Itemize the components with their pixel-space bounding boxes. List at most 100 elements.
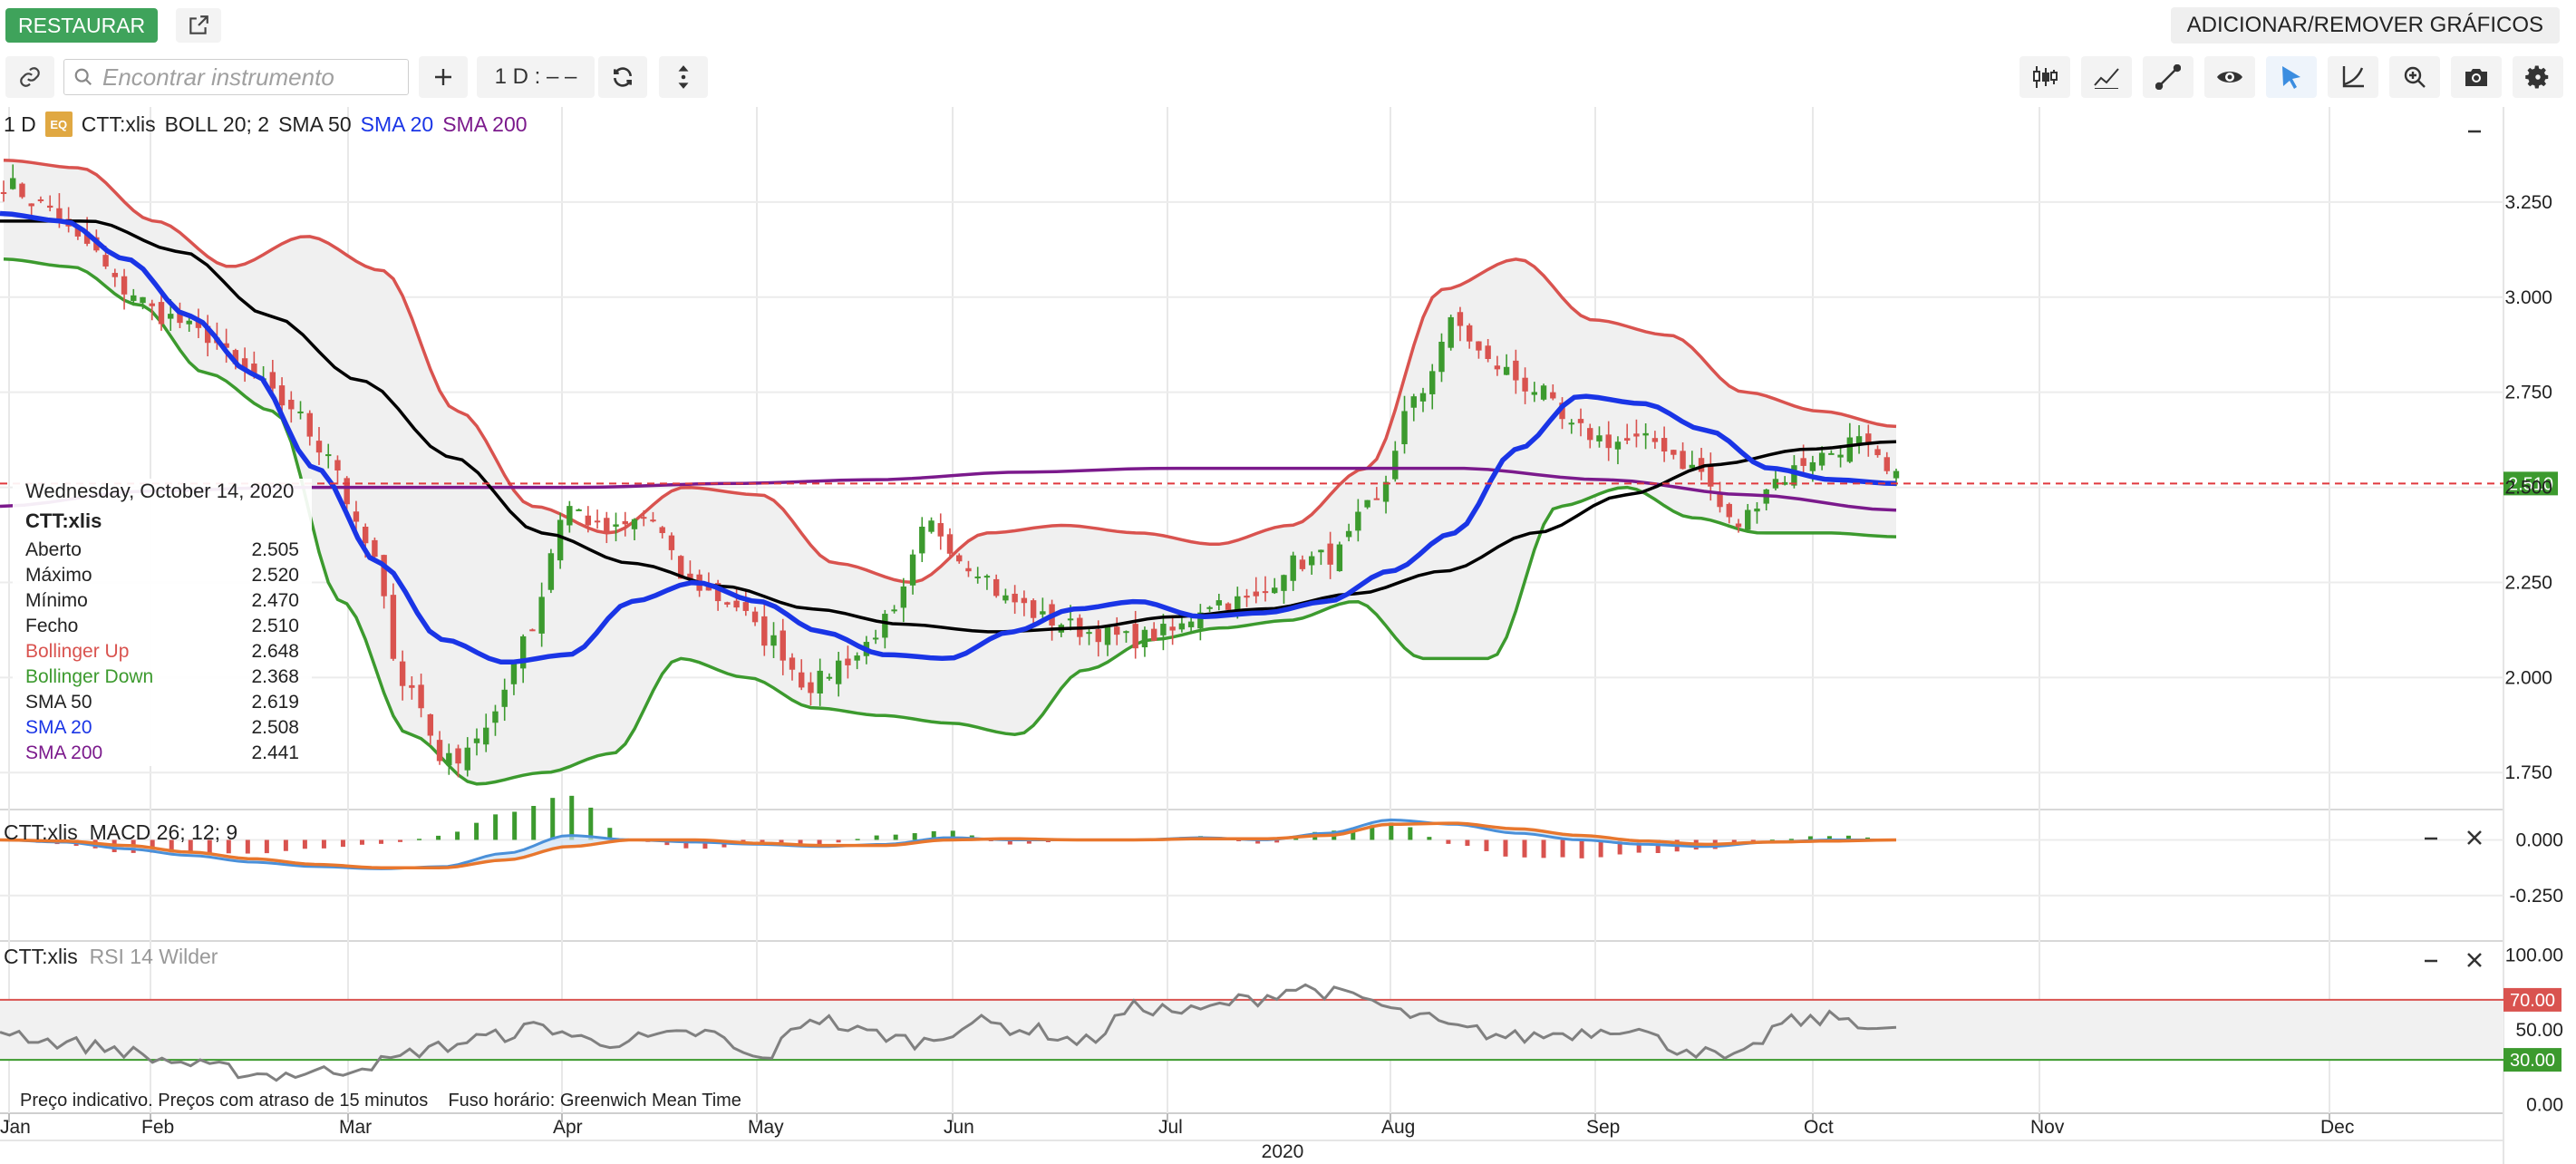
- candle-body: [1540, 385, 1547, 400]
- candle-body: [1893, 470, 1900, 479]
- candle-body: [204, 325, 211, 344]
- tooltip-row-value: 2.441: [251, 742, 299, 763]
- price-tick-label: 1.750: [2504, 762, 2552, 783]
- link-button[interactable]: [5, 56, 54, 98]
- candle-body: [1197, 612, 1204, 629]
- gear-icon: [2525, 65, 2549, 89]
- candle-body: [965, 567, 972, 572]
- candle-body: [1587, 428, 1593, 441]
- candle-body: [56, 208, 63, 222]
- macd-histogram-bar: [169, 839, 174, 853]
- screenshot-button[interactable]: [2451, 56, 2502, 98]
- candle-body: [223, 343, 229, 348]
- candle-body: [149, 303, 155, 306]
- tooltip-row-label: SMA 20: [25, 717, 92, 738]
- candle-body: [882, 614, 888, 638]
- candle-body: [121, 276, 128, 295]
- candle-body: [1150, 628, 1157, 641]
- candle-body: [1373, 498, 1380, 500]
- candle-body: [1095, 629, 1101, 643]
- candle-body: [288, 399, 295, 410]
- macd-histogram-bar: [1788, 839, 1794, 840]
- close-icon: [2467, 953, 2482, 967]
- candle-body: [1809, 461, 1816, 471]
- macd-histogram-bar: [950, 830, 955, 840]
- macd-histogram-bar: [1541, 839, 1546, 858]
- curve-tool-button[interactable]: [2328, 56, 2378, 98]
- rsi-level-badge: [2503, 1048, 2561, 1072]
- rsi-line: [0, 983, 1897, 1082]
- refresh-button[interactable]: [598, 56, 647, 98]
- draw-line-button[interactable]: [2143, 56, 2193, 98]
- eye-icon: [2217, 72, 2242, 82]
- candle-body: [594, 520, 601, 523]
- macd-histogram-bar: [588, 807, 594, 840]
- candle-body: [1448, 316, 1454, 348]
- candle-body: [427, 713, 434, 736]
- macd-histogram-bar: [512, 811, 518, 840]
- month-label: Mar: [339, 1117, 372, 1138]
- chart-type-button[interactable]: [2019, 56, 2070, 98]
- popout-button[interactable]: [176, 8, 221, 43]
- candle-body: [1392, 451, 1399, 480]
- macd-histogram-bar: [474, 822, 479, 840]
- interval-selector[interactable]: 1 D : – –: [477, 56, 595, 98]
- macd-tick-label: 0.000: [2515, 829, 2563, 850]
- footer-note: Preço indicativo. Preços com atraso de 1…: [20, 1091, 741, 1111]
- candle-body: [362, 527, 369, 544]
- search-input[interactable]: [102, 63, 392, 92]
- month-label: Jul: [1158, 1117, 1183, 1138]
- visibility-button[interactable]: [2204, 56, 2255, 98]
- candle-body: [1513, 360, 1519, 381]
- candle-body: [1503, 366, 1510, 375]
- instrument-search[interactable]: [63, 59, 409, 95]
- candle-body: [1206, 606, 1213, 609]
- month-label: Feb: [141, 1117, 174, 1138]
- macd-histogram-bar: [379, 839, 384, 844]
- candle-body: [1837, 454, 1844, 458]
- macd-histogram-bar: [1503, 839, 1508, 857]
- candle-body: [641, 517, 647, 519]
- delay-note: Preço indicativo. Preços com atraso de 1…: [20, 1091, 429, 1111]
- macd-histogram-bar: [1370, 824, 1375, 840]
- add-button[interactable]: [419, 56, 468, 98]
- candle-body: [1355, 511, 1361, 531]
- indicators-button[interactable]: [2081, 56, 2132, 98]
- vertical-resize-button[interactable]: [659, 56, 708, 98]
- candle-body: [251, 364, 257, 376]
- candle-body: [1030, 600, 1037, 618]
- candle-body: [650, 519, 656, 522]
- add-remove-charts-button[interactable]: ADICIONAR/REMOVER GRÁFICOS: [2170, 7, 2560, 44]
- candle-body: [1401, 411, 1408, 445]
- candle-body: [232, 350, 239, 364]
- macd-histogram-bar: [1427, 837, 1432, 840]
- macd-histogram-bar: [893, 834, 898, 840]
- settings-button[interactable]: [2513, 56, 2563, 98]
- candle-body: [900, 586, 907, 608]
- tooltip-row: Mínimo 2.470: [25, 588, 299, 614]
- candle-body: [1299, 559, 1306, 569]
- candle-body: [1745, 509, 1751, 530]
- restore-button[interactable]: RESTAURAR: [5, 8, 159, 43]
- price-chart[interactable]: 2.510 3.250 3.000 2.750 2.500 2.250 2.000 1.750…: [0, 102, 2576, 1164]
- month-label: Apr: [553, 1117, 583, 1138]
- candle-body: [1476, 341, 1482, 351]
- candle-body: [946, 534, 954, 554]
- candle-body: [1642, 432, 1649, 436]
- sma20-line: [0, 210, 1897, 665]
- candle-body: [1141, 629, 1148, 648]
- candle-body: [1336, 544, 1343, 572]
- candle-body: [1318, 549, 1324, 553]
- candle-body: [1698, 458, 1705, 472]
- candle-body: [1225, 603, 1232, 610]
- macd-histogram-bar: [1826, 836, 1832, 840]
- macd-histogram-bar: [436, 835, 441, 840]
- zoom-button[interactable]: [2389, 56, 2440, 98]
- candle-body: [1290, 555, 1296, 581]
- candle-body: [1002, 595, 1009, 601]
- candle-body: [1661, 438, 1668, 452]
- cursor-button[interactable]: [2266, 56, 2317, 98]
- candle-body: [631, 519, 638, 529]
- macd-histogram-bar: [1579, 839, 1584, 858]
- candle-body: [1281, 575, 1287, 591]
